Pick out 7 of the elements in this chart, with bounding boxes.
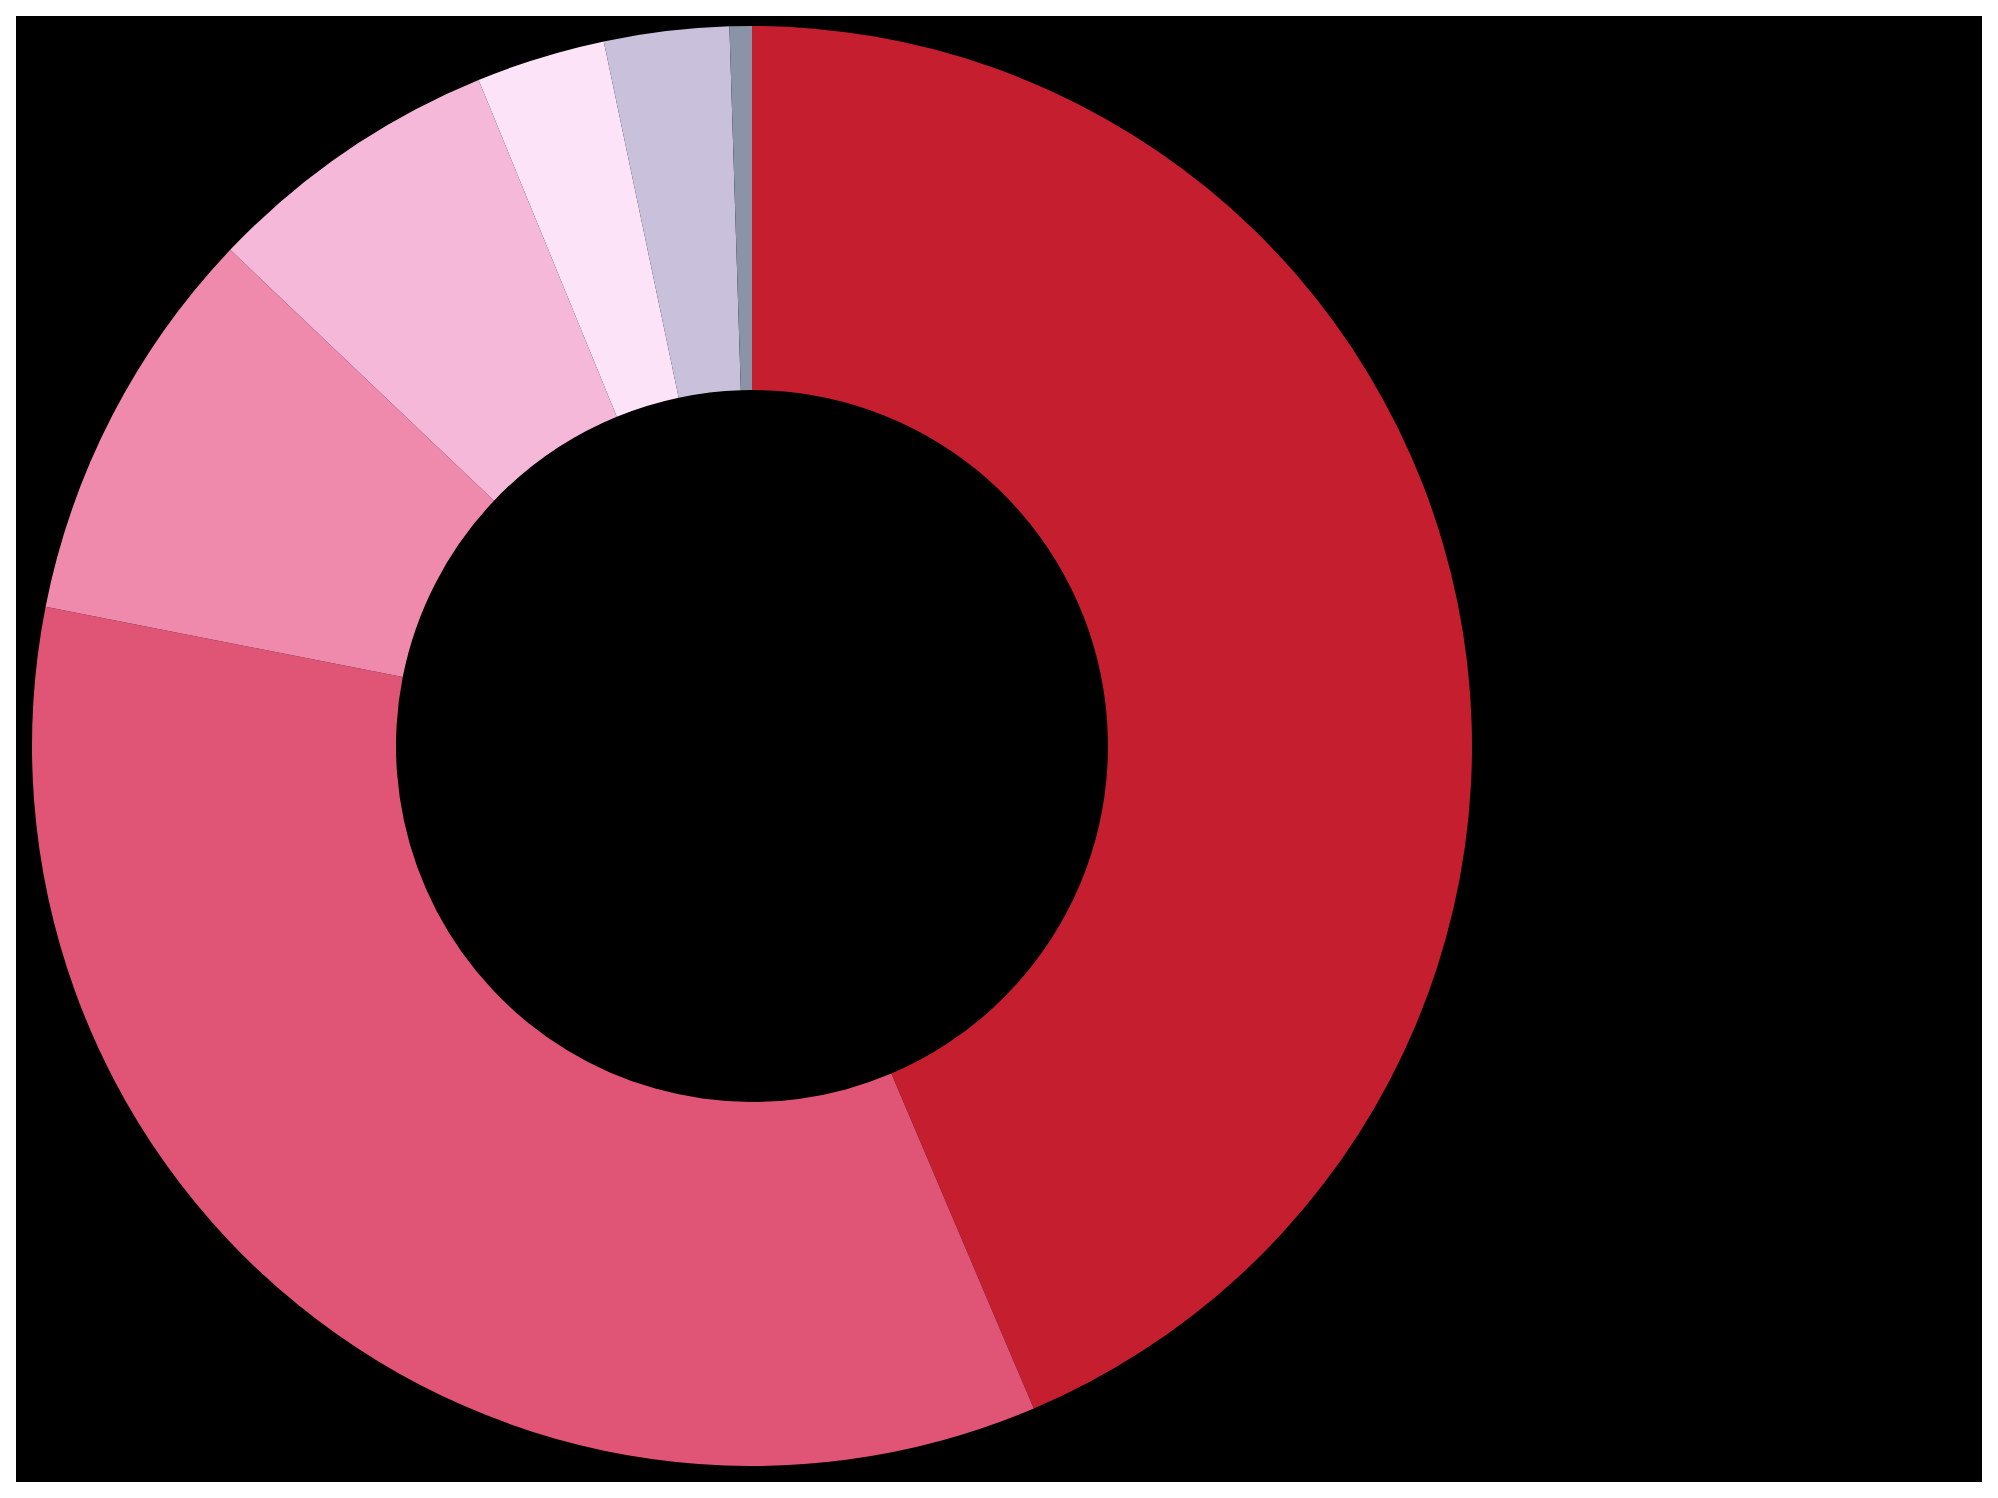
donut-slice	[33, 606, 1034, 1466]
donut-slice	[729, 26, 752, 391]
donut-slice	[230, 79, 617, 501]
donut-slice	[45, 249, 495, 678]
donut-slice	[752, 26, 1472, 1409]
donut-slice	[478, 41, 679, 417]
donut-slice	[603, 26, 741, 398]
